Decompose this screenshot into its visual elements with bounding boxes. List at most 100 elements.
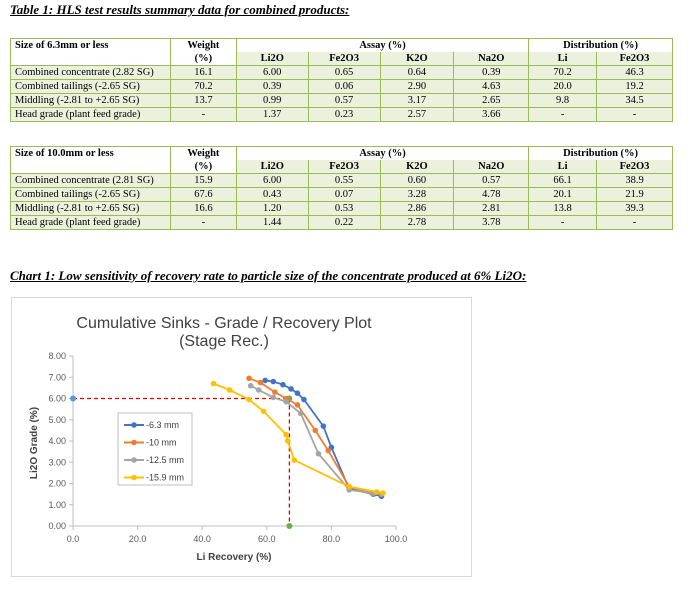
table1-col-fe2o3-dist: Fe2O3	[596, 52, 673, 66]
table1-col-k2o: K2O	[379, 52, 455, 66]
x-tick-label: 0.0	[67, 534, 80, 544]
series-line	[248, 377, 382, 496]
y-tick-label: 2.00	[48, 479, 66, 489]
data-point	[270, 378, 277, 385]
table2-col-k2o: K2O	[379, 160, 455, 174]
series-line	[265, 379, 382, 498]
table2-weight-label: Weight	[169, 146, 237, 160]
data-point	[283, 398, 289, 405]
data-point	[320, 423, 327, 429]
table2-col-na2o: Na2O	[453, 160, 530, 174]
table2: Size of 10.0mm or less Weight Assay (%) …	[10, 146, 673, 230]
data-point	[246, 375, 252, 382]
table2-subheader-row: (%) Li2O Fe2O3 K2O Na2O Li Fe2O3	[10, 160, 673, 174]
table1-distribution-label: Distribution (%)	[528, 38, 673, 52]
table-row: Head grade (plant feed grade) - 1.44 0.22 …	[10, 215, 673, 230]
table2-assay-label: Assay (%)	[235, 146, 530, 160]
table1-col-li2o: Li2O	[235, 52, 309, 66]
data-point	[301, 396, 307, 403]
y-tick-label: 4.00	[48, 436, 66, 446]
table1-size-label: Size of 6.3mm or less	[10, 38, 171, 52]
table1: Size of 6.3mm or less Weight Assay (%) D…	[10, 38, 673, 122]
table1-col-fe2o3: Fe2O3	[307, 52, 381, 66]
data-point	[294, 390, 301, 396]
data-point	[284, 438, 291, 444]
legend-marker	[131, 422, 137, 428]
data-point	[312, 427, 319, 434]
data-point	[325, 447, 331, 454]
table2-col-li: Li	[528, 160, 598, 174]
table1-col-na2o: Na2O	[453, 52, 530, 66]
table2-distribution-label: Distribution (%)	[528, 146, 673, 160]
y-tick-label: 0.00	[48, 521, 66, 531]
y-tick-label: 8.00	[48, 351, 66, 361]
x-tick-label: 60.0	[258, 534, 276, 544]
data-point	[380, 490, 386, 496]
data-point	[346, 483, 352, 490]
table-row: Head grade (plant feed grade) - 1.37 0.23 …	[10, 107, 673, 122]
table1-header-row: Size of 6.3mm or less Weight Assay (%) D…	[10, 38, 673, 52]
legend-label: -6.3 mm	[146, 420, 179, 430]
data-point	[226, 387, 233, 393]
table2-col-fe2o3: Fe2O3	[307, 160, 381, 174]
y-tick-label: 1.00	[48, 500, 66, 510]
chart-title: Cumulative Sinks - Grade / Recovery Plot	[76, 315, 372, 332]
table2-size-label: Size of 10.0mm or less	[10, 146, 171, 160]
legend-label: -10 mm	[146, 438, 177, 448]
x-tick-label: 80.0	[323, 534, 341, 544]
data-point	[288, 386, 294, 392]
x-tick-label: 100.0	[385, 534, 408, 544]
y-tick-label: 5.00	[48, 415, 66, 425]
data-point	[297, 410, 304, 417]
data-point	[257, 379, 264, 386]
table-row: Combined concentrate (2.82 SG) 16.1 6.00 0…	[10, 65, 673, 80]
table1-weight-label: Weight	[169, 38, 237, 52]
y-tick-label: 3.00	[48, 457, 66, 467]
data-point	[294, 402, 301, 408]
table1-subheader-row: (%) Li2O Fe2O3 K2O Na2O Li Fe2O3	[10, 52, 673, 66]
chart-caption: Chart 1: Low sensitivity of recovery rat…	[10, 268, 527, 283]
data-point	[270, 394, 277, 401]
legend-label: -12.5 mm	[146, 455, 184, 465]
reference-point-y	[70, 395, 76, 402]
table1-weight-unit: (%)	[169, 52, 237, 66]
chart-subtitle: (Stage Rec.)	[179, 333, 269, 350]
table2-header-row: Size of 10.0mm or less Weight Assay (%) …	[10, 146, 673, 160]
data-point	[246, 396, 252, 403]
legend-label: -15.9 mm	[146, 473, 184, 483]
chart-container: Cumulative Sinks - Grade / Recovery Plot…	[11, 297, 472, 577]
x-tick-label: 40.0	[193, 534, 211, 544]
table2-col-li2o: Li2O	[235, 160, 309, 174]
data-point	[210, 380, 217, 387]
table1-assay-label: Assay (%)	[235, 38, 530, 52]
table2-col-fe2o3-dist: Fe2O3	[596, 160, 673, 174]
data-point	[291, 457, 298, 463]
legend-marker	[131, 474, 137, 481]
table-row: Combined tailings (-2.65 SG) 70.2 0.39 0.0…	[10, 79, 673, 94]
table-row: Combined tailings (-2.65 SG) 67.6 0.43 0.0…	[10, 187, 673, 202]
x-tick-label: 20.0	[129, 534, 147, 544]
grade-recovery-chart: Cumulative Sinks - Grade / Recovery Plot…	[29, 315, 408, 563]
data-point	[373, 489, 380, 495]
legend-marker	[131, 457, 137, 463]
y-tick-label: 6.00	[48, 394, 66, 404]
table-row: Middling (-2.81 to +2.65 SG) 16.6 1.20 0.5…	[10, 201, 673, 216]
legend-marker	[131, 439, 137, 446]
series-line	[213, 382, 384, 494]
table-row: Middling (-2.81 to +2.65 SG) 13.7 0.99 0.5…	[10, 93, 673, 108]
table1-caption: Table 1: HLS test results summary data f…	[10, 2, 350, 17]
data-point	[255, 387, 262, 393]
data-point	[283, 431, 289, 438]
data-point	[315, 450, 322, 457]
data-point	[262, 377, 268, 384]
reference-point-x	[286, 523, 293, 529]
data-point	[247, 382, 254, 389]
x-axis-label: Li Recovery (%)	[196, 552, 271, 563]
data-point	[272, 389, 278, 395]
y-tick-label: 7.00	[48, 372, 66, 382]
y-axis-label: Li2O Grade (%)	[29, 407, 40, 479]
table-row: Combined concentrate (2.81 SG) 15.9 6.00 0…	[10, 173, 673, 188]
table1-col-li: Li	[528, 52, 598, 66]
table2-weight-unit: (%)	[169, 160, 237, 174]
data-point	[280, 381, 286, 388]
